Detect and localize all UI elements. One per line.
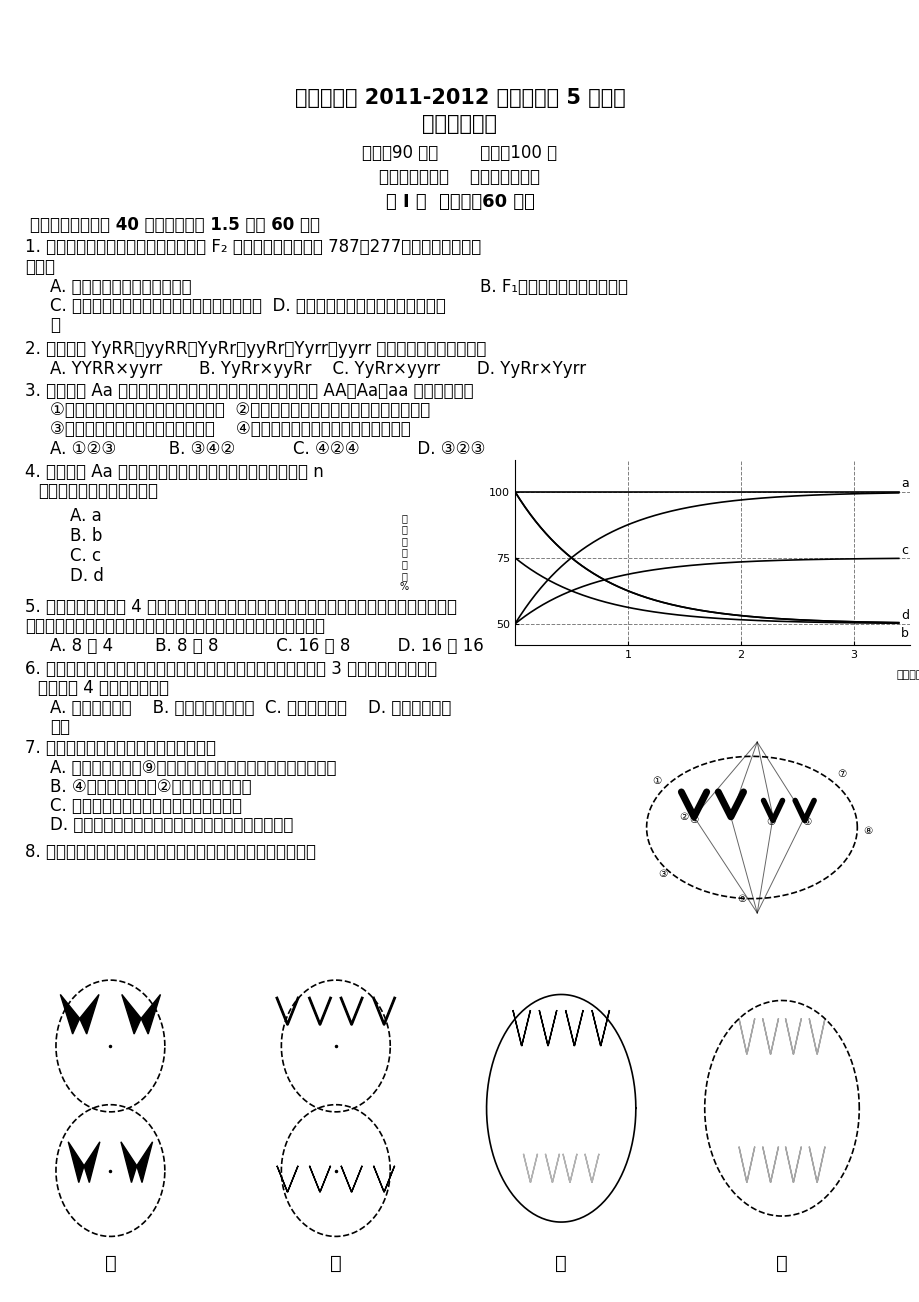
Polygon shape <box>785 1147 800 1182</box>
Text: 华阳中学期 2011-2012 学年度下期 5 月月考: 华阳中学期 2011-2012 学年度下期 5 月月考 <box>294 89 625 108</box>
Polygon shape <box>809 1018 824 1055</box>
Polygon shape <box>309 1165 330 1193</box>
Text: A. 8 和 4        B. 8 和 8           C. 16 和 8         D. 16 和 16: A. 8 和 4 B. 8 和 8 C. 16 和 8 D. 16 和 16 <box>50 637 483 655</box>
Text: B. ④是由一个着丝点②相连的二条染色体: B. ④是由一个着丝点②相连的二条染色体 <box>50 779 252 796</box>
Polygon shape <box>277 1165 298 1193</box>
Text: 单选题：（本题共 40 小题，每小题 1.5 分共 60 分）: 单选题：（本题共 40 小题，每小题 1.5 分共 60 分） <box>30 216 320 234</box>
Polygon shape <box>809 1147 824 1182</box>
Text: 第一次与第二次染色体排列在细胞中央时细胞内的染色体数目分别是: 第一次与第二次染色体排列在细胞中央时细胞内的染色体数目分别是 <box>25 617 324 635</box>
Text: 4. 基因型为 Aa 的玉米自花传粉，右图中可以表示自交系第 n: 4. 基因型为 Aa 的玉米自花传粉，右图中可以表示自交系第 n <box>25 464 323 480</box>
Polygon shape <box>341 999 362 1025</box>
Text: ①卵原细胞形成初级卵母细胞的过程中  ②初级卵母细胞形成次级卵母细胞的过程中: ①卵原细胞形成初级卵母细胞的过程中 ②初级卵母细胞形成次级卵母细胞的过程中 <box>50 401 430 419</box>
Polygon shape <box>513 1010 530 1046</box>
Text: 丙: 丙 <box>555 1254 566 1273</box>
Polygon shape <box>523 1154 537 1182</box>
Text: C. c: C. c <box>70 547 101 565</box>
Text: D. 在后期时，移向同一极的染色体均为非同源染色体: D. 在后期时，移向同一极的染色体均为非同源染色体 <box>50 816 293 835</box>
Text: 丁: 丁 <box>776 1254 787 1273</box>
Text: 2. 能够产生 YyRR、yyRR、YyRr、yyRr、Yyrr、yyrr 六种基因型的杂交组合是: 2. 能够产生 YyRR、yyRR、YyRr、yyRr、Yyrr、yyrr 六种… <box>25 340 486 358</box>
Text: C. 细胞中有两对同源染色体，二个四分体: C. 细胞中有两对同源染色体，二个四分体 <box>50 797 242 815</box>
Polygon shape <box>277 999 298 1025</box>
Text: ①: ① <box>652 776 661 786</box>
Text: C. 控制高茎和矮茎的基因不在一条染色体上析  D. 等位基因随同源染色体的分开而分: C. 控制高茎和矮茎的基因不在一条染色体上析 D. 等位基因随同源染色体的分开而… <box>50 297 446 315</box>
Text: ⑤: ⑤ <box>766 816 775 827</box>
Text: 生物学科试题: 生物学科试题 <box>422 115 497 134</box>
Polygon shape <box>373 1165 394 1193</box>
Polygon shape <box>341 1165 362 1193</box>
Text: 1. 在豌豆杂交实验中，高茎与矮茎杂交 F₂ 中高茎和矮茎的比为 787：277，上述实验结果的: 1. 在豌豆杂交实验中，高茎与矮茎杂交 F₂ 中高茎和矮茎的比为 787：277… <box>25 238 481 256</box>
Text: b: b <box>900 626 908 639</box>
Text: ⑥: ⑥ <box>801 816 811 827</box>
Text: d: d <box>900 609 908 622</box>
Text: ③: ③ <box>657 868 666 879</box>
Text: B. F₁自交，后代出现性状分离: B. F₁自交，后代出现性状分离 <box>480 279 628 296</box>
Text: ②: ② <box>678 812 687 822</box>
Polygon shape <box>373 999 394 1025</box>
Text: A. a: A. a <box>70 506 102 525</box>
Text: 6. 羊的毛色白色对黑色为显性，两只杂合白羊为亲本，接连生下了 3 只小羊是白羊，若他: 6. 羊的毛色白色对黑色为显性，两只杂合白羊为亲本，接连生下了 3 只小羊是白羊… <box>25 660 437 678</box>
Text: A. YYRR×yyrr       B. YyRr×yyRr    C. YyRr×yyrr       D. YyRr×Yyrr: A. YYRR×yyrr B. YyRr×yyRr C. YyRr×yyrr D… <box>50 359 585 378</box>
Text: 们再生第 4 只小羊，其毛色: 们再生第 4 只小羊，其毛色 <box>38 680 169 697</box>
Text: A. 一定是白色的    B. 是白色的可能性大  C. 一定是黑色的    D. 是黑色的可能: A. 一定是白色的 B. 是白色的可能性大 C. 一定是黑色的 D. 是黑色的可… <box>50 699 451 717</box>
Polygon shape <box>762 1147 777 1182</box>
Text: ⑧: ⑧ <box>862 825 871 836</box>
Text: ⑦: ⑦ <box>836 769 845 779</box>
Polygon shape <box>565 1010 583 1046</box>
Text: A. 该细胞有中心体⑨，无细胞壁，可以断定该细胞为动物细胞: A. 该细胞有中心体⑨，无细胞壁，可以断定该细胞为动物细胞 <box>50 759 336 777</box>
Polygon shape <box>545 1154 559 1182</box>
Text: 甲: 甲 <box>105 1254 116 1273</box>
Text: ④: ④ <box>688 815 698 825</box>
Text: 时间：90 分钟        总分：100 分: 时间：90 分钟 总分：100 分 <box>362 145 557 161</box>
Polygon shape <box>539 1010 556 1046</box>
Text: 命题人：邓安军    审题人：李明军: 命题人：邓安军 审题人：李明军 <box>380 168 540 186</box>
Text: 5. 果蝇的体细胞中有 4 对染色体，在精子的形成过程中，会出现两次染色体排列在细胞中央。: 5. 果蝇的体细胞中有 4 对染色体，在精子的形成过程中，会出现两次染色体排列在… <box>25 598 457 616</box>
Text: 第 I 卷  选择题（60 分）: 第 I 卷 选择题（60 分） <box>385 193 534 211</box>
Text: 7. 对右图细胞分裂的叙述中，正确的是：: 7. 对右图细胞分裂的叙述中，正确的是： <box>25 740 216 756</box>
Polygon shape <box>562 1154 576 1182</box>
Text: ⑨: ⑨ <box>736 893 745 904</box>
Text: A. 高茎基因对矮茎基因是显性: A. 高茎基因对矮茎基因是显性 <box>50 279 191 296</box>
Text: 乙: 乙 <box>330 1254 341 1273</box>
Text: c: c <box>900 544 907 557</box>
Text: A. ①②③          B. ③④②           C. ④②④           D. ③②③: A. ①②③ B. ③④② C. ④②④ D. ③②③ <box>50 440 485 458</box>
Text: 离: 离 <box>50 316 60 335</box>
Text: 3. 基因型为 Aa 的雌性动物，在形成生殖细胞的过程中，基因 AA、Aa、aa 的分开发生在: 3. 基因型为 Aa 的雌性动物，在形成生殖细胞的过程中，基因 AA、Aa、aa… <box>25 381 473 400</box>
Text: 自交代数: 自交代数 <box>896 671 919 681</box>
Text: 8. 下图是某种哺乳动物细胞分裂的一组图像，下列叙述错误的是: 8. 下图是某种哺乳动物细胞分裂的一组图像，下列叙述错误的是 <box>25 842 315 861</box>
Text: B. b: B. b <box>70 527 102 546</box>
Text: 代的个体中纯合体的几率是: 代的个体中纯合体的几率是 <box>38 482 158 500</box>
Polygon shape <box>309 999 330 1025</box>
Text: a: a <box>900 478 908 491</box>
Polygon shape <box>584 1154 598 1182</box>
Text: 性大: 性大 <box>50 717 70 736</box>
Text: 实质是: 实质是 <box>25 258 55 276</box>
Polygon shape <box>785 1018 800 1055</box>
Polygon shape <box>762 1018 777 1055</box>
Text: ③次级卵母细胞形成卵细胞的过程中    ④次级精母细胞形成精子细胞的过程中: ③次级卵母细胞形成卵细胞的过程中 ④次级精母细胞形成精子细胞的过程中 <box>50 421 410 437</box>
Polygon shape <box>738 1147 754 1182</box>
Polygon shape <box>121 995 160 1034</box>
Polygon shape <box>61 995 99 1034</box>
Polygon shape <box>120 1142 153 1182</box>
Polygon shape <box>591 1010 608 1046</box>
Polygon shape <box>68 1142 100 1182</box>
Polygon shape <box>738 1018 754 1055</box>
Text: D. d: D. d <box>70 566 104 585</box>
Text: 纯
合
体
的
几
率
%: 纯 合 体 的 几 率 % <box>400 513 409 592</box>
